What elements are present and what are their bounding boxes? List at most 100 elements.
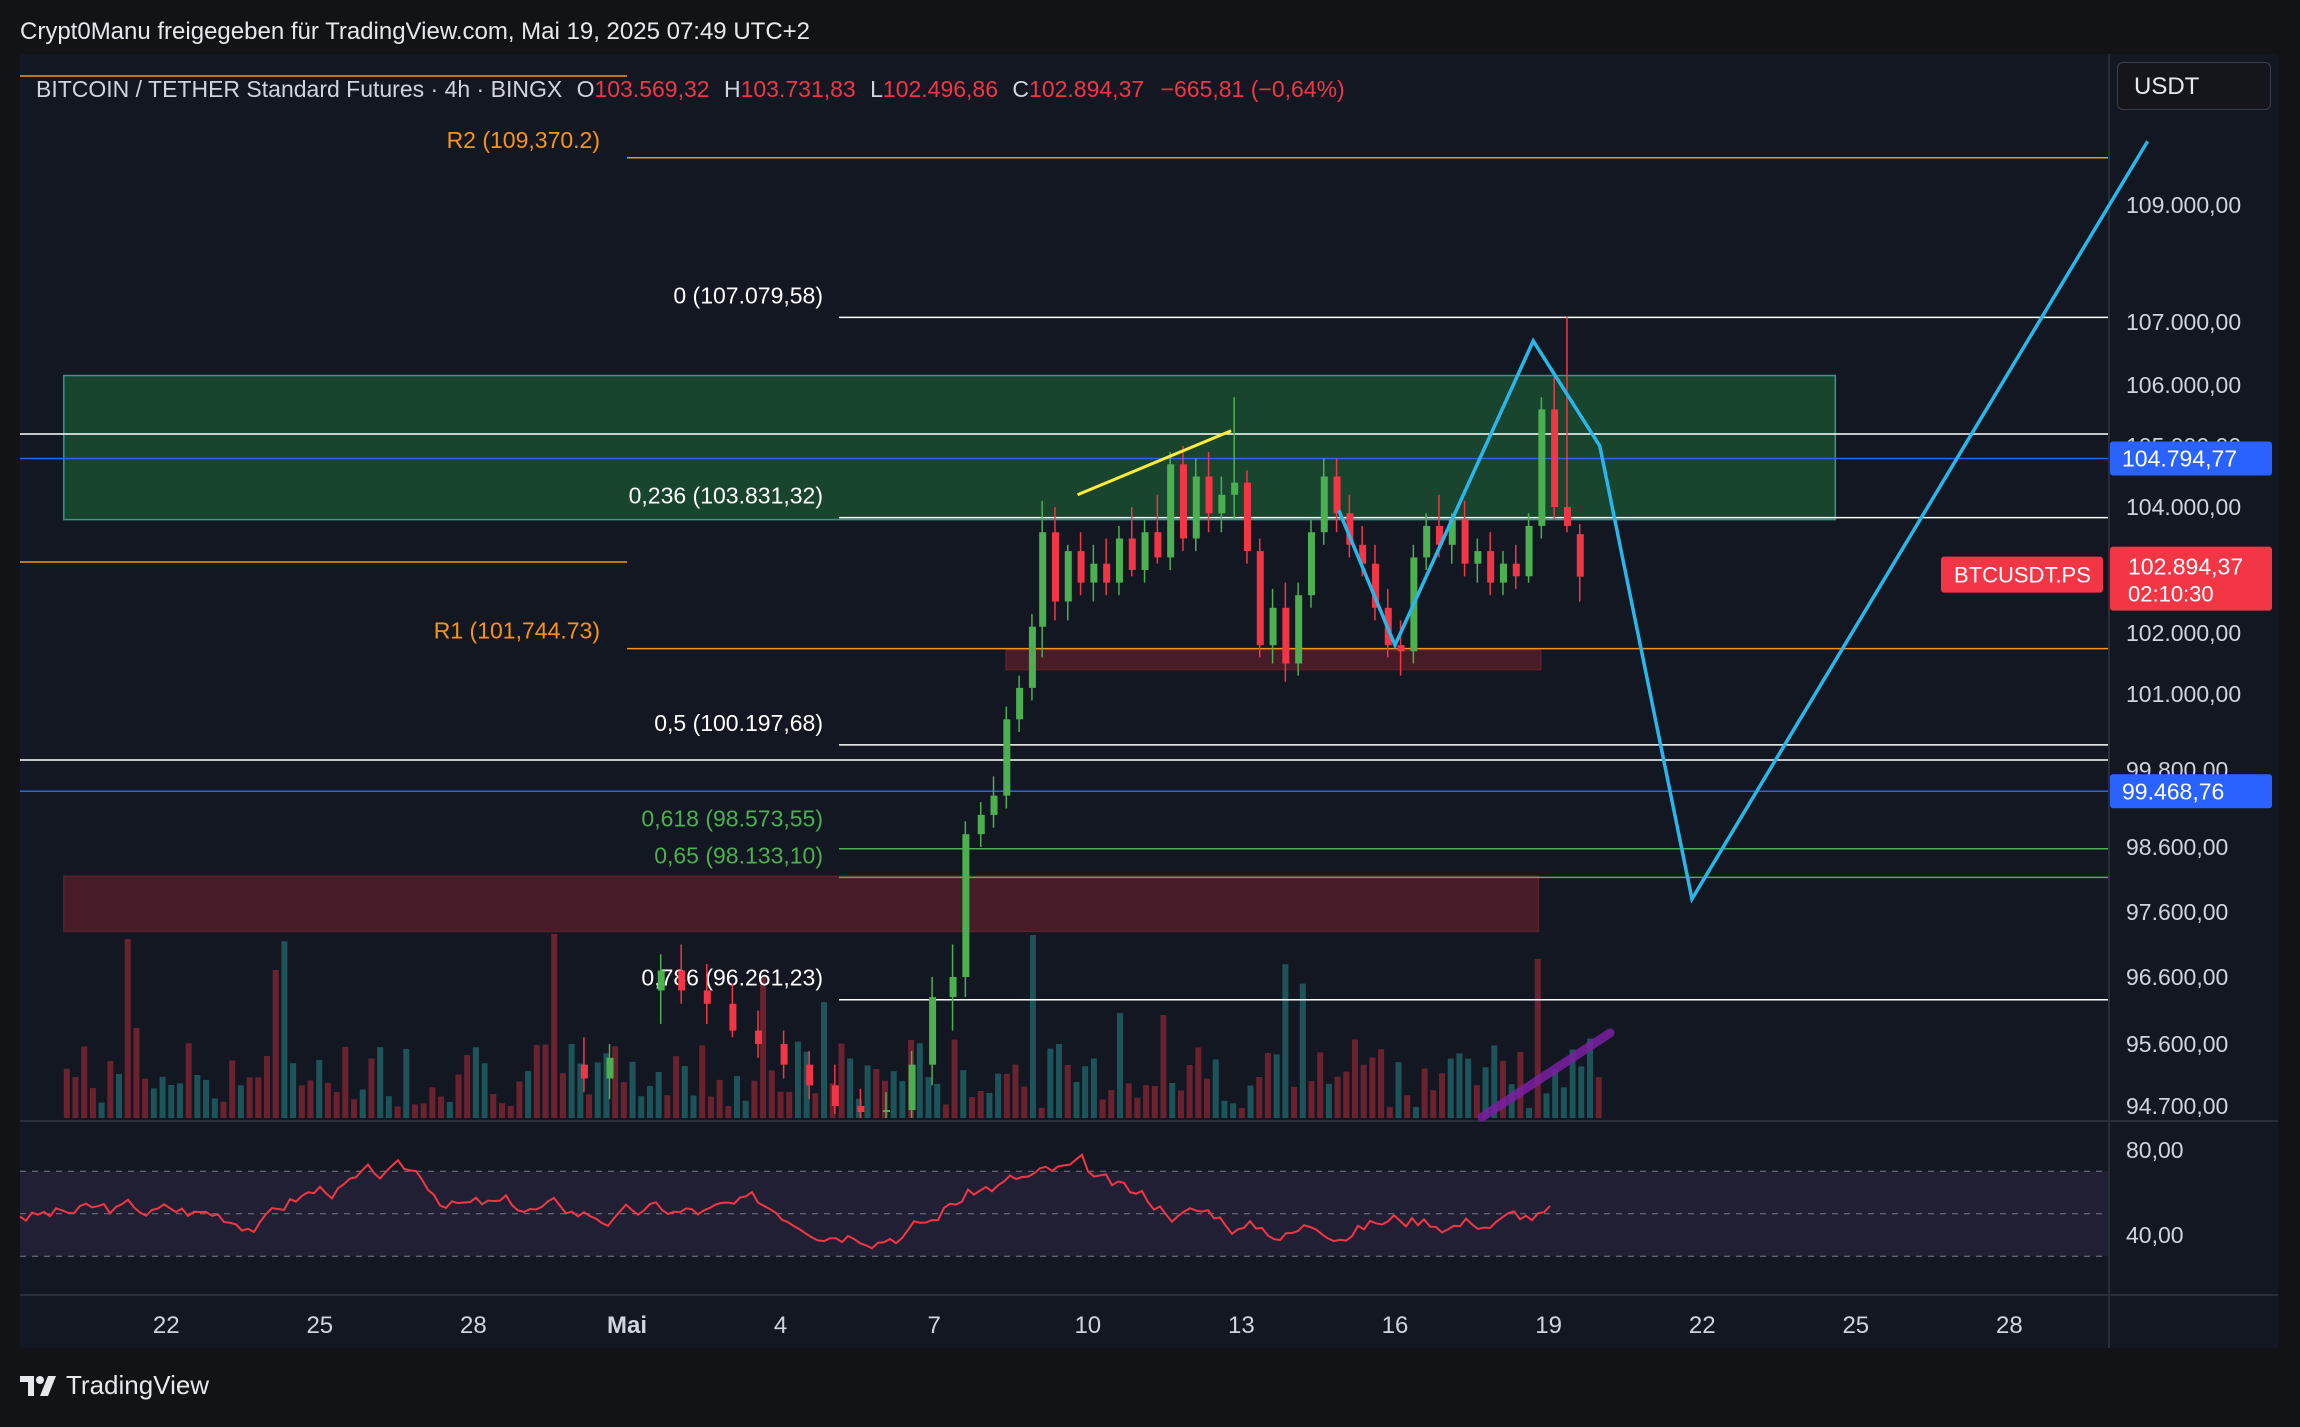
volume-bar — [290, 1063, 297, 1118]
tradingview-brand[interactable]: TradingView — [18, 1370, 209, 1401]
volume-bar — [821, 1002, 828, 1118]
supply-zone — [63, 875, 1540, 933]
volume-bar — [742, 1100, 749, 1118]
volume-bar — [159, 1076, 166, 1118]
volume-bar — [629, 1061, 636, 1118]
volume-bar — [1317, 1052, 1324, 1118]
volume-bar — [1439, 1073, 1446, 1118]
candle-body — [1051, 532, 1059, 602]
countdown-label: 02:10:30 — [2128, 582, 2214, 607]
volume-bar — [760, 976, 767, 1118]
volume-bar — [307, 1080, 314, 1118]
candle-body — [1576, 534, 1584, 577]
candle-body — [1525, 525, 1533, 577]
price-tick-label: 96.600,00 — [2126, 964, 2228, 990]
volume-bar — [734, 1076, 741, 1118]
candle-body — [606, 1057, 614, 1079]
candle-body — [883, 1110, 890, 1112]
candle-body — [780, 1044, 788, 1065]
symbol-tag-label: BTCUSDT.PS — [1954, 563, 2091, 588]
volume-bar — [246, 1077, 253, 1118]
volume-bar — [638, 1096, 645, 1118]
volume-bar — [1273, 1054, 1280, 1118]
candle-body — [1028, 626, 1036, 688]
volume-bar — [969, 1097, 976, 1118]
candle-body — [949, 977, 957, 998]
candle-body — [1167, 464, 1175, 558]
candle-body — [990, 795, 998, 815]
volume-bar — [229, 1060, 236, 1118]
volume-bar — [1587, 1038, 1593, 1118]
price-tick-label: 94.700,00 — [2126, 1093, 2228, 1119]
volume-bar — [1595, 1077, 1602, 1118]
volume-bar — [150, 1088, 157, 1118]
volume-bar — [203, 1079, 210, 1118]
volume-bar — [1447, 1058, 1454, 1118]
candle-body — [1563, 507, 1571, 526]
volume-bar — [72, 1076, 79, 1118]
volume-bar — [1552, 1068, 1559, 1118]
volume-bar — [1560, 1087, 1567, 1118]
volume-bar — [1465, 1058, 1472, 1118]
candle-body — [831, 1085, 839, 1106]
volume-bar — [142, 1078, 149, 1118]
candle-body — [1039, 532, 1047, 627]
candle-body — [908, 1064, 916, 1110]
time-tick-label: 7 — [928, 1312, 941, 1339]
price-tick-label: 101.000,00 — [2126, 681, 2241, 707]
volume-bar — [1343, 1071, 1350, 1118]
candle-body — [1397, 645, 1405, 652]
volume-bar — [1195, 1047, 1202, 1118]
trendline[interactable] — [1076, 429, 1232, 497]
volume-bar — [995, 1073, 1002, 1118]
volume-bar — [194, 1075, 201, 1118]
volume-bar — [272, 970, 279, 1118]
price-marker-label: 104.794,77 — [2122, 446, 2237, 472]
time-tick-label: 16 — [1382, 1312, 1409, 1339]
candle-body — [1141, 532, 1149, 570]
volume-bar — [1230, 1103, 1237, 1118]
volume-bar — [1099, 1099, 1106, 1118]
currency-unit-button[interactable]: USDT — [2117, 62, 2271, 110]
volume-bar — [1369, 1057, 1376, 1118]
volume-bar — [385, 1096, 392, 1118]
volume-bar — [925, 1077, 932, 1118]
volume-bar — [1090, 1058, 1097, 1118]
volume-bar — [507, 1105, 514, 1118]
candle-body — [1359, 544, 1367, 564]
volume-bar — [1395, 1062, 1402, 1118]
volume-bar — [63, 1068, 70, 1118]
volume-bar — [942, 1104, 949, 1118]
projection-path[interactable] — [1337, 140, 2150, 904]
symbol-name[interactable]: BITCOIN / TETHER Standard Futures · 4h ·… — [36, 76, 563, 102]
volume-bar — [98, 1102, 105, 1118]
last-price-marker — [2110, 546, 2272, 611]
candle-body — [1423, 525, 1431, 558]
candle-body — [1103, 563, 1111, 583]
volume-bar — [1578, 1066, 1585, 1118]
candle-body — [929, 997, 937, 1065]
volume-bar — [403, 1048, 410, 1118]
volume-bar — [838, 1043, 845, 1118]
volume-bar — [525, 1071, 532, 1118]
price-tick-label: 102.000,00 — [2126, 620, 2241, 646]
volume-bar — [281, 941, 288, 1118]
candle-body — [1371, 563, 1379, 608]
supply-zone — [1005, 649, 1542, 671]
candle-body — [755, 1030, 762, 1044]
close-value: 102.894,37 — [1029, 76, 1145, 102]
volume-bar — [1308, 1081, 1315, 1118]
volume-bar — [1221, 1100, 1228, 1118]
volume-bar — [124, 938, 131, 1118]
change-value: −665,81 (−0,64%) — [1160, 76, 1345, 102]
price-tick-label: 98.600,00 — [2126, 834, 2228, 860]
candle-body — [1474, 551, 1482, 564]
candle-body — [1448, 519, 1456, 545]
candle-body — [857, 1106, 865, 1112]
volume-bar — [455, 1074, 462, 1118]
candle-body — [977, 814, 985, 835]
candle-body — [580, 1064, 588, 1079]
last-price-label: 102.894,37 — [2128, 554, 2243, 580]
volume-bar — [359, 1089, 366, 1118]
